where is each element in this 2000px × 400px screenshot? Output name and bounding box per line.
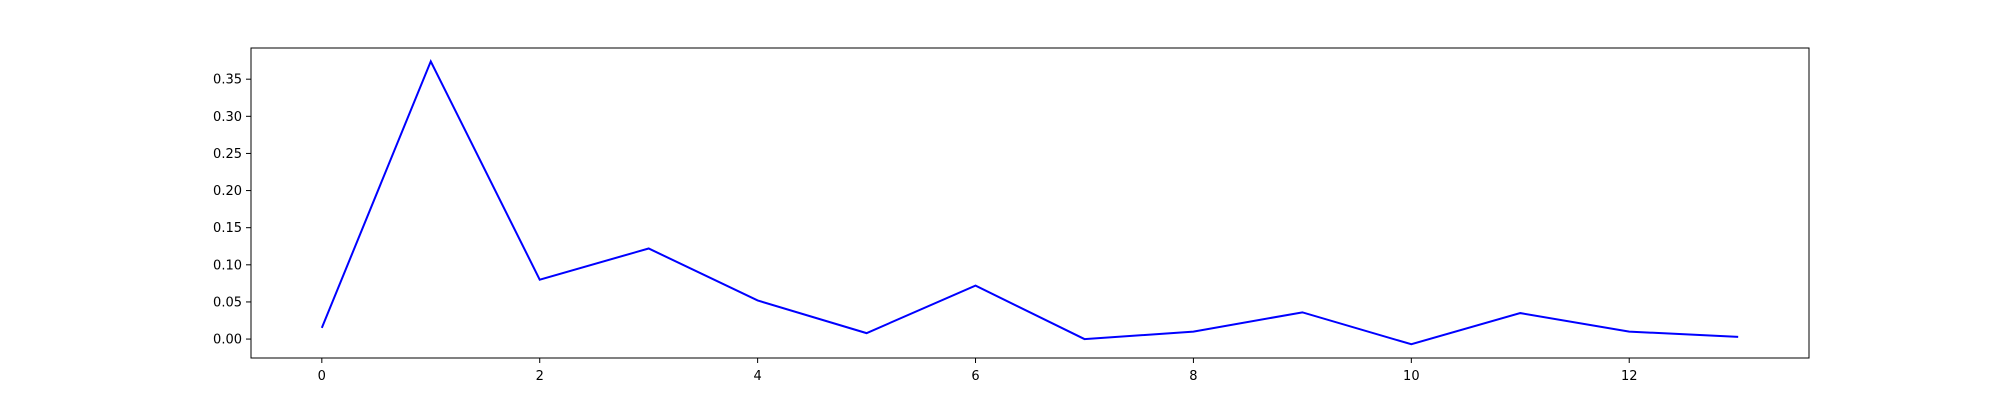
y-tick-label: 0.20 [213,184,242,199]
x-tick-label: 4 [753,369,761,384]
x-tick-label: 8 [1189,369,1197,384]
y-tick-label: 0.25 [213,147,242,162]
y-tick-label: 0.00 [213,333,242,348]
y-tick-label: 0.15 [213,221,242,236]
x-tick-label: 6 [971,369,979,384]
x-tick-label: 10 [1403,369,1420,384]
series-line [320,58,1739,346]
x-tick-label: 0 [318,369,326,384]
y-tick-label: 0.10 [213,258,242,273]
y-tick-label: 0.05 [213,295,242,310]
series-layer [320,58,1739,346]
x-tick-label: 12 [1621,369,1638,384]
x-tick-label: 2 [536,369,544,384]
y-axis: 0.00 0.05 0.10 0.15 0.20 0.25 0.30 0.35 [213,73,251,348]
x-axis: 0 2 4 6 8 10 12 [318,358,1638,384]
plot-frame [250,47,1810,359]
y-tick-label: 0.35 [213,73,242,88]
y-tick-label: 0.30 [213,110,242,125]
